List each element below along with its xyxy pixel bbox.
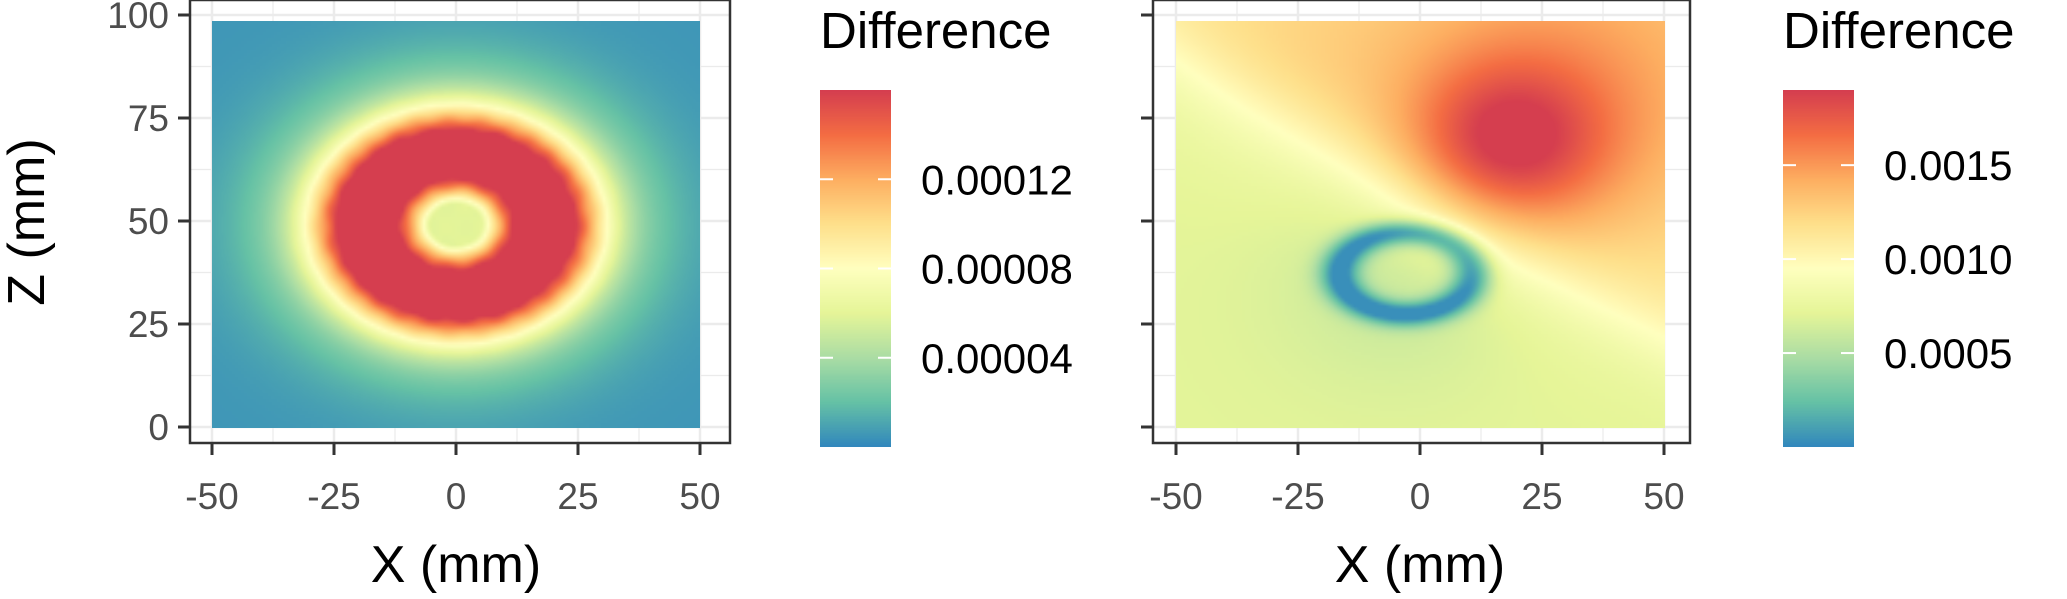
right-legend-colorbar: [1783, 90, 1854, 447]
left-y-tick-label: 25: [128, 304, 169, 345]
left-x-tick-label: 25: [557, 476, 598, 517]
legend-label: 0.00004: [921, 335, 1073, 382]
right-x-axis: -50 -25 0 25 50: [1149, 443, 1685, 517]
right-legend: Difference 0.0005 0.0010 0.0015: [1783, 2, 2015, 447]
left-legend-marks: 0.00004 0.00008 0.00012: [820, 156, 1073, 382]
left-y-tick-label: 0: [148, 407, 169, 448]
right-panel: -50 -25 0 25 50 X (mm) Difference 0.0005…: [1141, 0, 2015, 594]
left-x-tick-label: -25: [307, 476, 360, 517]
right-x-tick-label: -50: [1149, 476, 1202, 517]
legend-label: 0.00008: [921, 246, 1073, 293]
left-x-tick-label: -50: [185, 476, 238, 517]
right-legend-marks: 0.0005 0.0010 0.0015: [1783, 142, 2012, 377]
right-legend-title: Difference: [1783, 2, 2015, 59]
left-x-axis-title: X (mm): [371, 536, 541, 594]
left-y-tick-label: 50: [128, 201, 169, 242]
right-x-axis-title: X (mm): [1335, 536, 1505, 594]
right-y-axis: [1141, 13, 1153, 429]
left-x-tick-label: 50: [679, 476, 720, 517]
legend-label: 0.0005: [1884, 330, 2012, 377]
left-y-axis: 0 25 50 75 100: [107, 0, 190, 448]
left-y-tick-label: 75: [128, 98, 169, 139]
right-x-tick-label: -25: [1271, 476, 1324, 517]
right-heatmap-raster: [1176, 21, 1665, 428]
left-x-axis: -50 -25 0 25 50: [185, 443, 721, 517]
left-heatmap-raster: [212, 21, 700, 428]
left-x-tick-label: 0: [446, 476, 467, 517]
left-panel: 0 25 50 75 100 -50 -25 0 25 50 X (mm) Z …: [0, 0, 1073, 594]
right-x-tick-label: 25: [1521, 476, 1562, 517]
left-legend-title: Difference: [820, 2, 1052, 59]
legend-label: 0.00012: [921, 156, 1073, 203]
left-y-axis-title: Z (mm): [0, 138, 56, 305]
left-y-tick-label: 100: [107, 0, 169, 36]
legend-label: 0.0010: [1884, 236, 2012, 283]
left-legend: Difference 0.00004 0.00008 0.00012: [820, 2, 1073, 447]
right-x-tick-label: 0: [1410, 476, 1431, 517]
legend-label: 0.0015: [1884, 142, 2012, 189]
right-x-tick-label: 50: [1643, 476, 1684, 517]
